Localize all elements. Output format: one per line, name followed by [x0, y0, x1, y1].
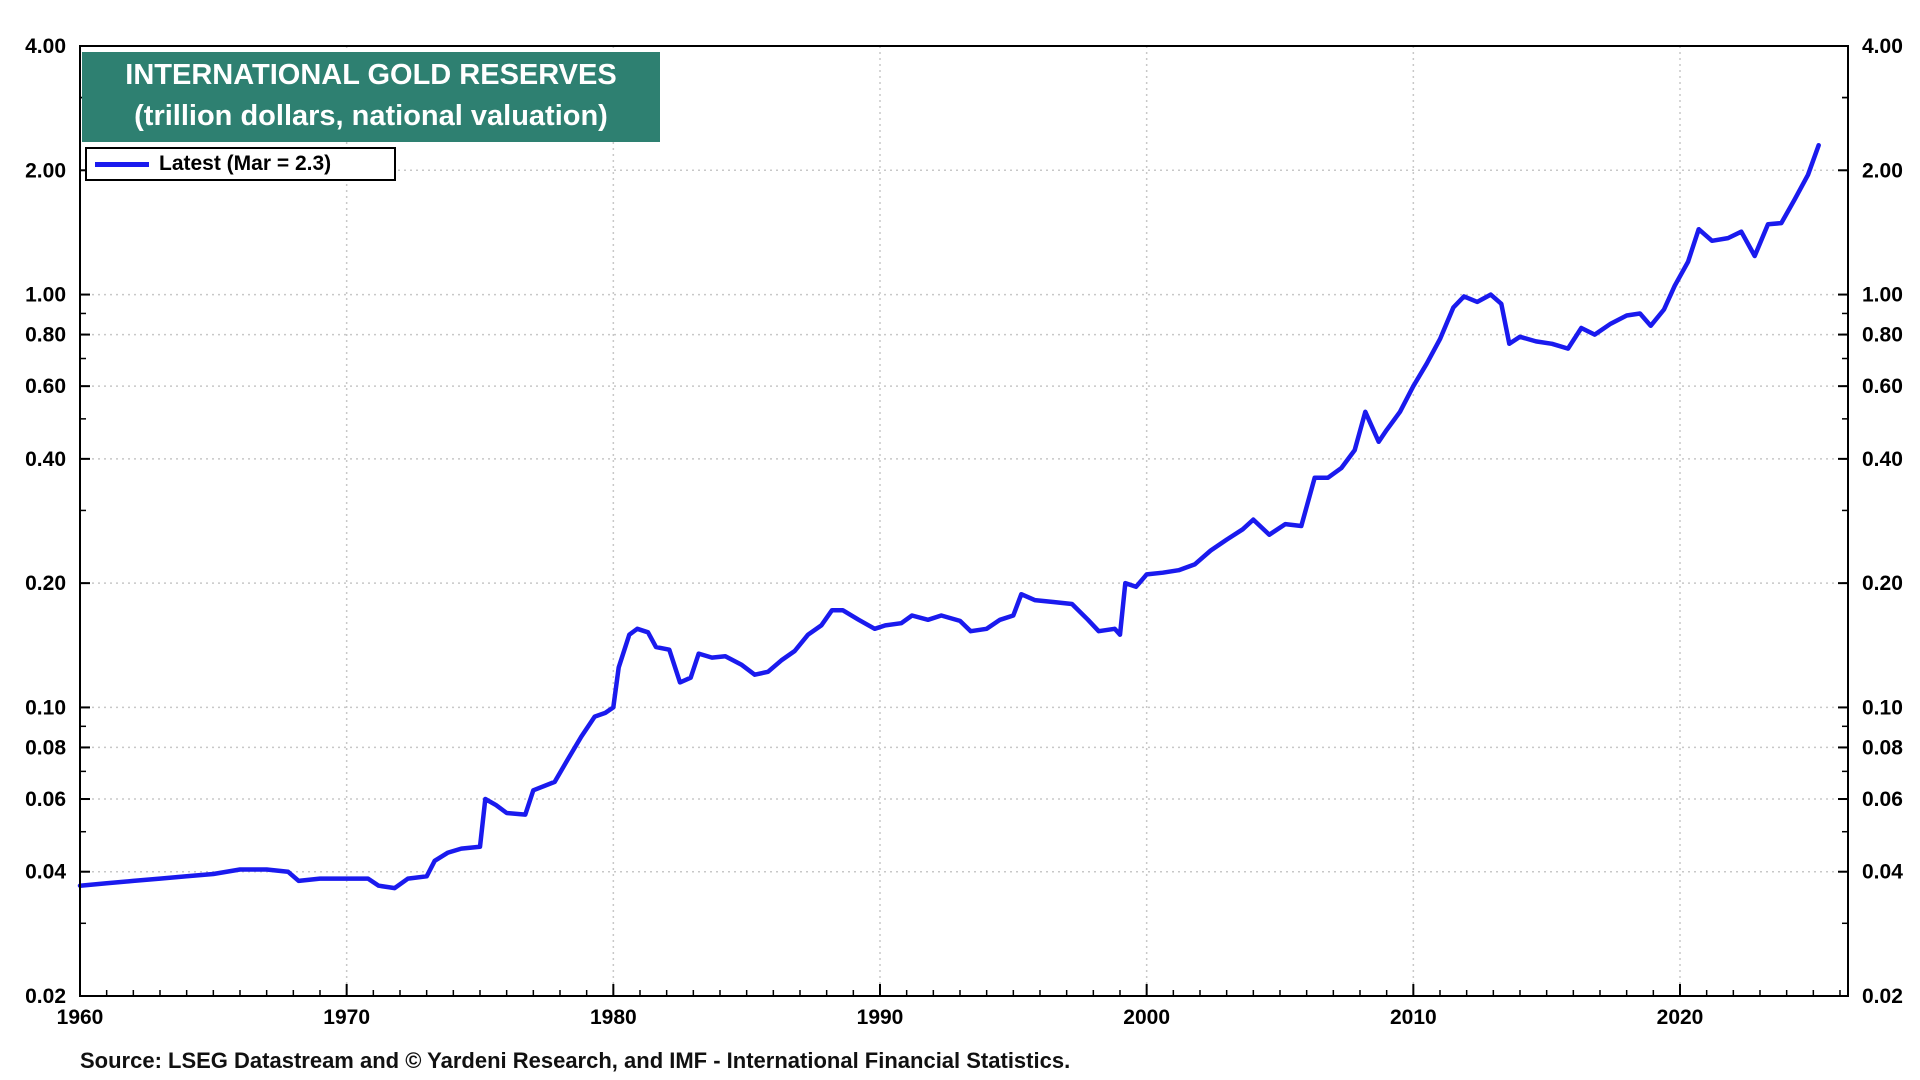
legend: Latest (Mar = 2.3): [85, 147, 396, 181]
x-tick-label: 2010: [1390, 1006, 1437, 1029]
y-axis-left: 0.02 0.04 0.06 0.08 0.10 0.20 0.40 0.60 0.80 1.00…: [25, 35, 90, 1008]
x-tick-label: 1970: [323, 1006, 370, 1029]
y-tick-label-right: 0.02: [1862, 985, 1903, 1008]
y-tick-label-right: 0.04: [1862, 861, 1903, 884]
x-tick-label: 1960: [57, 1006, 104, 1029]
y-tick-label-left: 1.00: [25, 284, 66, 307]
chart-title-box: INTERNATIONAL GOLD RESERVES (trillion do…: [82, 52, 660, 142]
y-tick-label-left: 0.02: [25, 985, 66, 1008]
legend-label: Latest (Mar = 2.3): [159, 152, 332, 175]
plot-frame: [79, 45, 1849, 997]
legend-swatch: [95, 161, 149, 167]
chart-title: INTERNATIONAL GOLD RESERVES: [125, 59, 617, 91]
y-tick-label-right: 4.00: [1862, 35, 1903, 58]
x-tick-label: 2000: [1123, 1006, 1170, 1029]
y-tick-label-left: 0.10: [25, 696, 66, 719]
chart-subtitle: (trillion dollars, national valuation): [134, 100, 608, 132]
y-tick-label-right: 0.40: [1862, 448, 1903, 471]
x-tick-label: 2020: [1657, 1006, 1704, 1029]
y-tick-label-left: 0.40: [25, 448, 66, 471]
x-axis: 1960 1970 1980 1990 2000 2010 2020: [57, 984, 1841, 1029]
y-tick-label-left: 0.80: [25, 324, 66, 347]
y-tick-label-right: 0.80: [1862, 324, 1903, 347]
y-tick-label-right: 2.00: [1862, 159, 1903, 182]
x-tick-label: 1980: [590, 1006, 637, 1029]
y-tick-label-right: 0.60: [1862, 375, 1903, 398]
y-tick-label-left: 2.00: [25, 159, 66, 182]
y-tick-label-left: 0.08: [25, 736, 66, 759]
x-tick-label: 1990: [857, 1006, 904, 1029]
y-axis-right: 0.02 0.04 0.06 0.08 0.10 0.20 0.40 0.60 0.80 1.00…: [1838, 35, 1903, 1008]
y-tick-label-left: 0.60: [25, 375, 66, 398]
y-tick-label-left: 4.00: [25, 35, 66, 58]
y-tick-label-right: 0.10: [1862, 696, 1903, 719]
source-note: Source: LSEG Datastream and © Yardeni Re…: [80, 1048, 1071, 1073]
series-group: [77, 142, 1821, 891]
y-tick-label-left: 0.20: [25, 572, 66, 595]
y-tick-label-right: 0.06: [1862, 788, 1903, 811]
y-tick-label-right: 0.08: [1862, 736, 1903, 759]
series-line: [77, 142, 1821, 891]
grid-lines: [79, 45, 1848, 997]
y-tick-label-right: 1.00: [1862, 284, 1903, 307]
y-tick-label-left: 0.04: [25, 861, 66, 884]
y-tick-label-left: 0.06: [25, 788, 66, 811]
y-tick-label-right: 0.20: [1862, 572, 1903, 595]
